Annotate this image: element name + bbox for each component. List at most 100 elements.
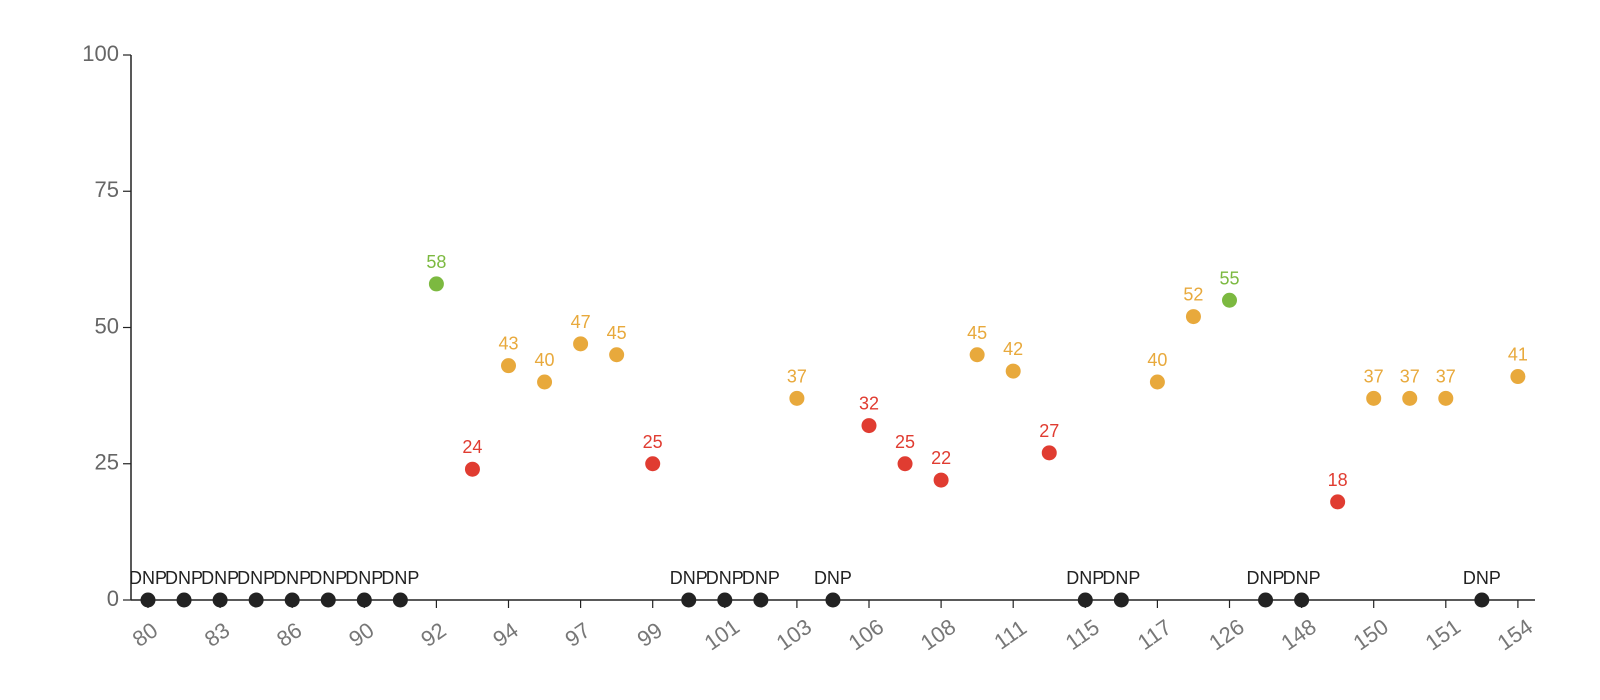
x-tick-label: 150 bbox=[1349, 614, 1393, 656]
dnp-point bbox=[1474, 592, 1490, 608]
score-label: 37 bbox=[1400, 366, 1420, 386]
x-tick-label: 92 bbox=[416, 617, 450, 652]
dnp-label: DNP bbox=[129, 568, 167, 588]
score-label: 40 bbox=[535, 350, 555, 370]
dnp-label: DNP bbox=[201, 568, 239, 588]
dnp-point bbox=[320, 592, 336, 608]
score-label: 37 bbox=[1364, 366, 1384, 386]
score-point bbox=[1330, 494, 1346, 510]
score-point bbox=[573, 336, 589, 352]
score-label: 37 bbox=[1436, 366, 1456, 386]
score-label: 41 bbox=[1508, 345, 1528, 365]
score-label: 45 bbox=[967, 323, 987, 343]
x-tick-label: 94 bbox=[488, 617, 522, 652]
score-label: 42 bbox=[1003, 339, 1023, 359]
score-point bbox=[645, 456, 661, 472]
dnp-point bbox=[681, 592, 697, 608]
dnp-point bbox=[176, 592, 192, 608]
data-labels: DNPDNPDNPDNPDNPDNPDNPDNP58244340474525DN… bbox=[129, 252, 1528, 588]
y-tick-label: 75 bbox=[95, 177, 119, 202]
dnp-point bbox=[1294, 592, 1310, 608]
dnp-label: DNP bbox=[237, 568, 275, 588]
score-label: 27 bbox=[1039, 421, 1059, 441]
x-tick-label: 148 bbox=[1276, 614, 1320, 656]
x-axis: 80 83 86 90 92 94 97 99 101 103 106 108 111 115 117 126… bbox=[128, 599, 1537, 656]
y-tick-label: 100 bbox=[82, 41, 119, 66]
score-point bbox=[428, 276, 444, 292]
x-tick-label: 115 bbox=[1061, 614, 1104, 655]
dnp-point bbox=[825, 592, 841, 608]
dnp-label: DNP bbox=[1463, 568, 1501, 588]
dnp-label: DNP bbox=[1247, 568, 1285, 588]
dnp-label: DNP bbox=[814, 568, 852, 588]
x-tick-label: 101 bbox=[700, 614, 744, 656]
dnp-label: DNP bbox=[345, 568, 383, 588]
score-point bbox=[861, 418, 877, 434]
score-point bbox=[1185, 309, 1201, 325]
x-tick-label: 99 bbox=[633, 617, 667, 652]
dnp-point bbox=[1077, 592, 1093, 608]
score-point bbox=[1510, 369, 1526, 385]
score-point bbox=[1005, 363, 1021, 379]
dnp-point bbox=[1113, 592, 1129, 608]
x-tick-label: 86 bbox=[272, 617, 306, 652]
score-label: 40 bbox=[1147, 350, 1167, 370]
score-point bbox=[933, 472, 949, 488]
x-tick-label: 83 bbox=[200, 617, 234, 652]
dnp-label: DNP bbox=[1102, 568, 1140, 588]
score-label: 37 bbox=[787, 366, 807, 386]
score-label: 58 bbox=[426, 252, 446, 272]
score-point bbox=[969, 347, 985, 363]
dnp-label: DNP bbox=[273, 568, 311, 588]
x-tick-label: 117 bbox=[1133, 614, 1176, 655]
score-point bbox=[609, 347, 625, 363]
dnp-point bbox=[1258, 592, 1274, 608]
dnp-point bbox=[392, 592, 408, 608]
score-label: 32 bbox=[859, 394, 879, 414]
x-tick-label: 97 bbox=[560, 617, 594, 652]
dnp-label: DNP bbox=[1283, 568, 1321, 588]
score-point bbox=[1149, 374, 1165, 390]
score-point bbox=[1222, 292, 1237, 308]
score-label: 43 bbox=[498, 334, 518, 354]
score-label: 18 bbox=[1328, 470, 1348, 490]
score-point bbox=[1041, 445, 1057, 461]
dnp-point bbox=[284, 592, 300, 608]
y-tick-label: 50 bbox=[95, 313, 119, 338]
dnp-label: DNP bbox=[670, 568, 708, 588]
y-axis: 0 25 50 75 100 bbox=[82, 41, 132, 611]
dnp-label: DNP bbox=[381, 568, 419, 588]
y-tick-label: 25 bbox=[95, 450, 119, 475]
score-label: 47 bbox=[571, 312, 591, 332]
dnp-point bbox=[212, 592, 228, 608]
score-point bbox=[1402, 390, 1418, 406]
score-point bbox=[537, 374, 553, 390]
score-label: 25 bbox=[895, 432, 915, 452]
score-label: 25 bbox=[643, 432, 663, 452]
dnp-label: DNP bbox=[742, 568, 780, 588]
x-tick-label: 126 bbox=[1204, 614, 1248, 656]
dnp-point bbox=[753, 592, 769, 608]
x-tick-label: 108 bbox=[916, 614, 960, 656]
x-tick-label: 111 bbox=[989, 615, 1031, 655]
dnp-point bbox=[717, 592, 733, 608]
score-label: 24 bbox=[462, 437, 482, 457]
score-point bbox=[464, 461, 480, 477]
score-point bbox=[501, 358, 516, 374]
score-point bbox=[789, 390, 805, 406]
score-label: 22 bbox=[931, 448, 951, 468]
score-label: 55 bbox=[1219, 268, 1239, 288]
y-tick-label: 0 bbox=[107, 586, 119, 611]
x-tick-label: 106 bbox=[844, 614, 888, 656]
dnp-label: DNP bbox=[1066, 568, 1104, 588]
score-point bbox=[1366, 390, 1382, 406]
data-points bbox=[140, 276, 1526, 608]
dnp-label: DNP bbox=[309, 568, 347, 588]
x-tick-label: 80 bbox=[128, 617, 162, 652]
score-point bbox=[1438, 390, 1454, 406]
dnp-point bbox=[140, 592, 156, 608]
dnp-label: DNP bbox=[706, 568, 744, 588]
x-tick-label: 90 bbox=[344, 617, 378, 652]
